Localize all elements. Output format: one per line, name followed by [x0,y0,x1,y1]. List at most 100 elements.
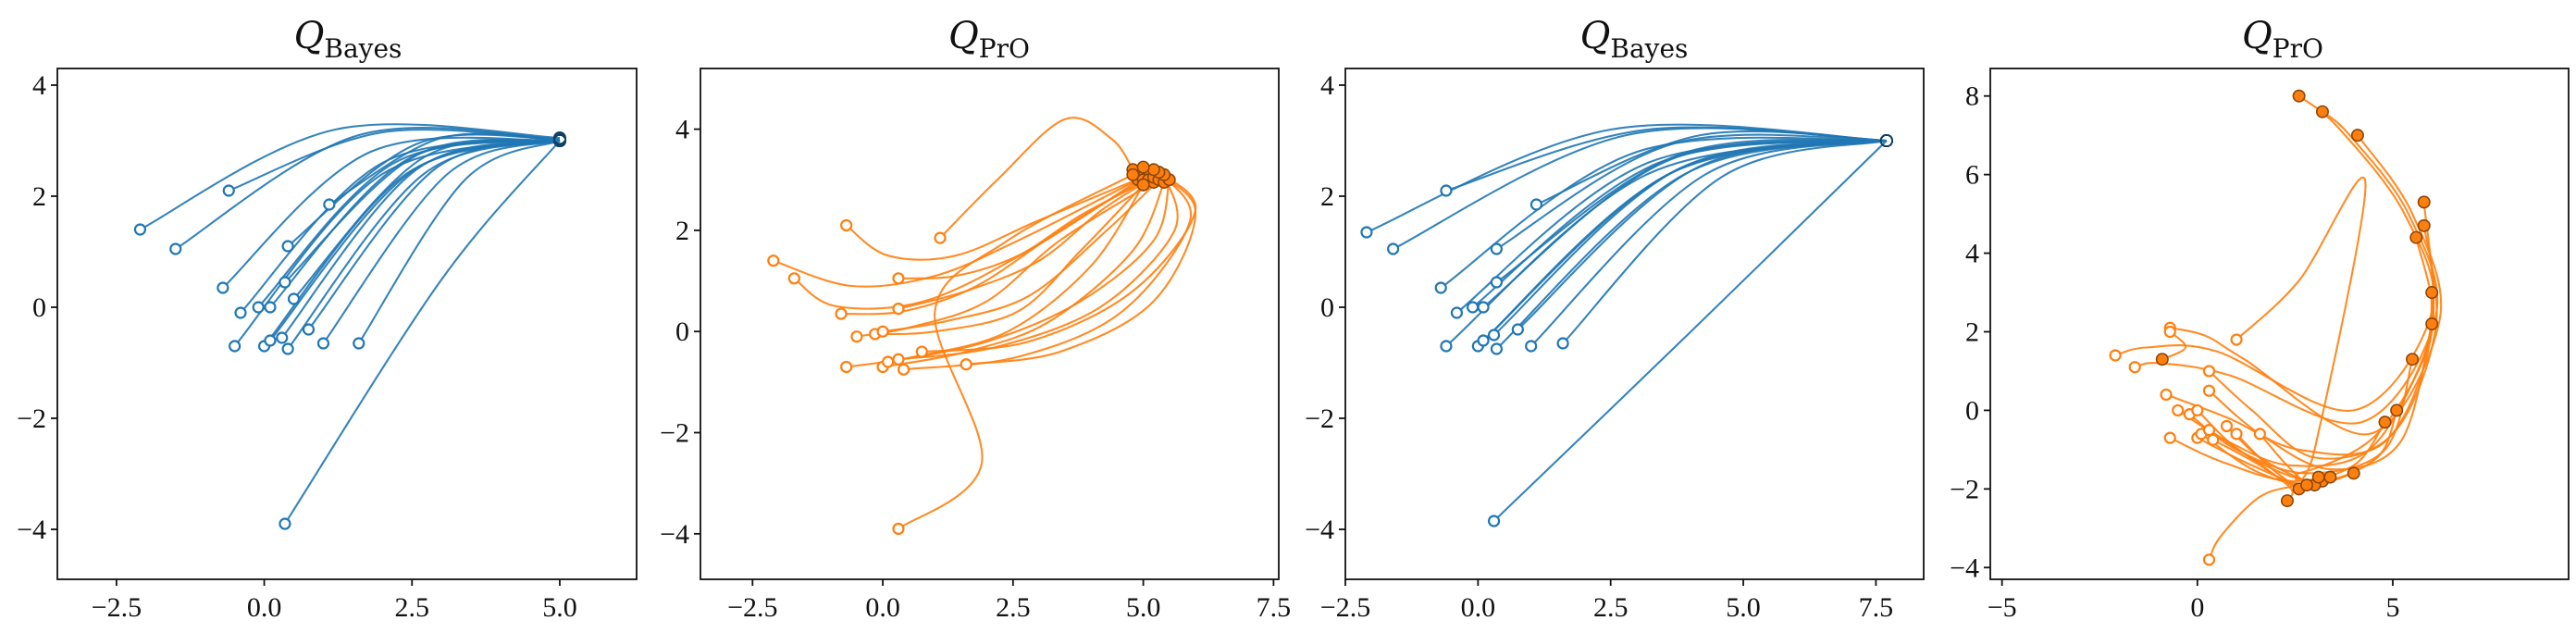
start-marker-15 [897,363,910,376]
y-tick-label: 8 [1965,81,1979,112]
y-tick-label: −2 [660,418,689,449]
series-line-19 [1492,140,1888,522]
series-line-8 [2208,323,2434,471]
series-line-10 [1495,138,1887,283]
start-marker-6 [281,240,294,253]
start-marker-13 [882,355,895,368]
series-line-3 [846,173,1149,261]
end-marker-20 [2323,470,2337,484]
y-tick-label: 6 [1965,160,1979,191]
start-marker-17 [960,358,972,371]
start-marker-17 [2230,428,2243,441]
x-tick-label: 0.0 [865,592,900,623]
start-marker-15 [1490,342,1504,355]
series-line-6 [2208,225,2438,460]
start-marker-16 [281,342,294,355]
end-marker-12 [2347,466,2360,480]
x-tick-label: 2.5 [996,592,1031,623]
start-marker-9 [1477,301,1490,314]
start-marker-14 [892,353,905,366]
series-line-7 [1455,139,1887,314]
y-tick-label: −2 [1950,474,1979,504]
start-marker-1 [2109,349,2122,362]
start-marker-5 [217,281,229,294]
panel-2: QPrO −2.5 0.0 2.5 5.0 7.5 −4 −2 0 2 4 [660,15,1291,623]
x-tick-label: 2.5 [395,592,430,623]
start-marker-20 [279,517,291,530]
y-tick-label: −4 [17,515,46,545]
end-marker-4 [2409,230,2423,244]
series-line-10 [882,179,1160,333]
start-marker-12 [229,340,242,353]
start-marker-15 [276,331,289,344]
start-marker-8 [1467,301,1480,314]
end-marker-17 [1136,160,1150,174]
end-marker-9 [2406,353,2420,366]
series-line-11 [1445,139,1888,347]
plot-area: −2.5 0.0 2.5 5.0 −4 −2 0 2 4 [17,68,638,623]
x-tick-label: −2.5 [92,592,142,623]
y-tick-label: 4 [1965,239,1979,269]
x-tick-label: 5.0 [1126,592,1161,623]
series-line-4 [939,117,1134,239]
end-marker-3 [2350,129,2364,143]
start-marker-1 [1360,226,1373,239]
end-marker-16 [2311,470,2325,484]
series-line-16 [922,168,1196,354]
series-line-18 [898,173,1133,530]
start-marker-18 [316,337,330,350]
series-line-16 [1517,139,1888,330]
series-lines [773,117,1196,530]
y-tick-label: −4 [1950,552,1979,583]
x-tick-label: 5 [2385,592,2399,623]
x-tick-label: 0.0 [1461,592,1496,623]
series-line-8 [898,176,1155,310]
series-line-13 [1482,139,1888,341]
series-line-17 [307,139,561,330]
start-marker-14 [2202,424,2216,437]
start-marker-19 [353,337,365,350]
x-tick-label: 5.0 [1726,592,1761,623]
start-marker-5 [2160,388,2173,402]
series-line-8 [1471,139,1888,308]
start-markers [767,218,972,535]
start-markers [2109,321,2266,566]
start-marker-6 [892,272,905,285]
x-tick-label: 0.0 [247,592,282,623]
end-markers [1126,160,1176,192]
y-tick-label: 4 [1320,70,1334,101]
start-marker-4 [2230,333,2243,346]
start-marker-11 [1440,340,1453,353]
start-marker-18 [2253,428,2266,441]
series-line-16 [287,139,561,350]
start-marker-2 [787,272,800,285]
start-marker-6 [2202,365,2216,378]
panel-title: QBayes [294,15,402,64]
start-marker-2 [1387,242,1400,255]
series-line-6 [898,179,1149,279]
start-marker-8 [2202,384,2216,397]
series-line-5 [840,179,1145,316]
start-markers [133,184,365,530]
axes-frame [700,68,1280,580]
series-line-12 [1477,139,1888,347]
y-tick-label: 2 [1965,316,1979,347]
series-line-17 [1530,139,1888,347]
start-marker-9 [264,301,277,314]
start-marker-8 [892,303,905,316]
series-line-17 [966,166,1196,366]
start-marker-20 [2202,553,2216,566]
start-marker-10 [2191,403,2204,417]
panel-3: QBayes −2.5 0.0 2.5 5.0 7.5 −4 −2 0 2 4 [1305,15,1925,623]
end-marker-11 [2378,416,2392,429]
y-tick-label: −2 [17,403,46,434]
start-marker-16 [1511,323,1524,336]
start-marker-18 [1556,337,1569,350]
series-line-12 [882,181,1166,368]
start-marker-15 [2207,433,2220,446]
start-marker-5 [835,307,848,320]
x-tick-label: −5 [1988,592,2017,623]
end-marker-11 [1136,178,1150,192]
plot-area: −2.5 0.0 2.5 5.0 7.5 −4 −2 0 2 4 [1305,68,1925,623]
